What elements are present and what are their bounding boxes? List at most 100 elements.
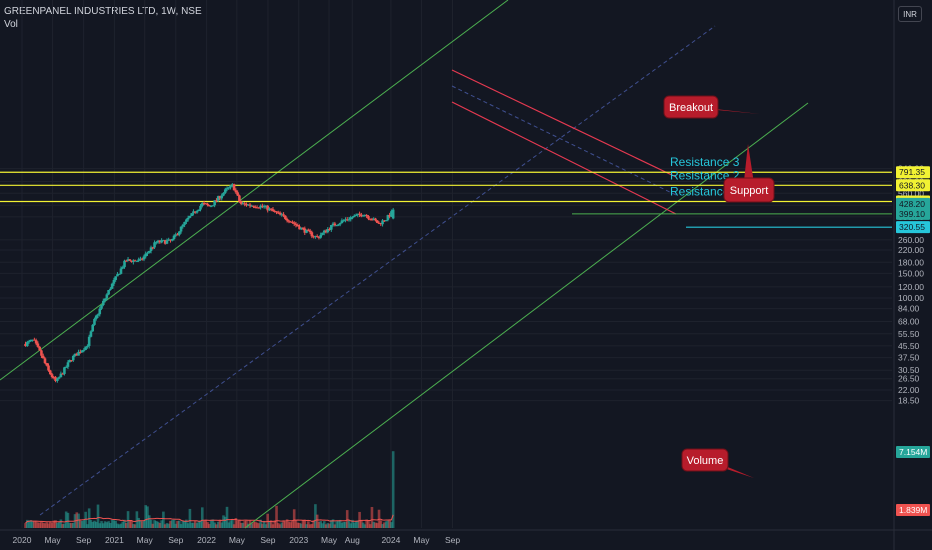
volume-bar — [43, 523, 47, 528]
volume-bar — [52, 520, 56, 528]
currency-button[interactable]: INR — [898, 6, 922, 22]
candle-body — [195, 211, 199, 213]
callout-box — [663, 95, 719, 119]
candle-body — [310, 232, 314, 237]
y-tick-label: 150.00 — [898, 268, 924, 278]
x-tick-label: Sep — [168, 535, 183, 545]
volume-bar — [158, 523, 162, 528]
volume-bar — [63, 523, 66, 528]
volume-bar — [117, 524, 121, 528]
price-label-bg — [896, 221, 930, 234]
candle-body — [149, 247, 153, 252]
volume-bar — [280, 522, 284, 528]
candle-body — [82, 349, 86, 351]
volume-bar — [209, 520, 213, 528]
candle-body — [236, 192, 239, 196]
candle-body — [128, 259, 132, 261]
candle-body — [234, 190, 238, 193]
candle-body — [370, 219, 374, 221]
y-tick-label: 22.00 — [898, 385, 920, 395]
price-label-bg — [896, 197, 930, 210]
volume-bar — [151, 523, 155, 528]
candle-body — [186, 217, 190, 220]
volume-bar — [330, 520, 333, 528]
volume-bar — [41, 522, 45, 528]
volume-bar — [238, 519, 241, 528]
volume-bar — [181, 520, 185, 528]
candle-body — [215, 200, 218, 202]
candle-body — [245, 203, 248, 206]
volume-bar — [71, 522, 75, 528]
volume-bar — [236, 521, 239, 528]
volume-bar — [163, 524, 167, 528]
candle-body — [84, 346, 87, 350]
x-tick-label: May — [45, 535, 62, 545]
candle-body — [103, 298, 107, 301]
volume-bar — [275, 505, 278, 528]
candle-body — [170, 238, 174, 241]
volume-bar — [231, 519, 234, 528]
volume-bar — [322, 521, 326, 528]
volume-bar — [179, 524, 183, 528]
volume-bar — [365, 519, 368, 528]
candle-body — [54, 377, 57, 381]
candle-body — [331, 223, 335, 226]
volume-bar — [342, 521, 345, 528]
candle-body — [324, 230, 328, 233]
volume-bar — [344, 521, 347, 528]
volume-bar — [66, 512, 70, 528]
candle-body — [271, 209, 275, 211]
candle-body — [176, 234, 179, 236]
candle-body — [321, 232, 324, 235]
candle-body — [139, 258, 142, 260]
candle-body — [80, 350, 84, 353]
volume-bar — [103, 521, 107, 528]
candle-body — [96, 314, 100, 316]
volume-bar — [213, 522, 216, 528]
volume-bar — [243, 520, 247, 528]
candle-body — [354, 214, 358, 216]
candle-body — [276, 212, 280, 214]
volume-bar — [170, 520, 174, 528]
candle-body — [29, 340, 33, 342]
candle-body — [255, 207, 259, 209]
candle-body — [26, 342, 29, 347]
candle-body — [328, 229, 331, 231]
volume-bar — [308, 524, 312, 528]
volume-bar — [77, 513, 80, 528]
candle-body — [372, 218, 376, 221]
volume-bar — [303, 519, 307, 528]
candle-body — [315, 236, 319, 238]
volume-bar — [165, 523, 169, 528]
volume-bar — [107, 521, 110, 528]
volume-bar — [361, 522, 365, 528]
volume-bar — [193, 521, 197, 528]
volume-bar — [269, 520, 273, 528]
falling-channel-upper — [451, 69, 677, 178]
volume-bar — [356, 520, 360, 528]
resistance-label: Resistance 2 — [670, 168, 740, 182]
volume-bar — [24, 523, 27, 528]
volume-bar — [54, 520, 57, 528]
candle-body — [375, 220, 379, 223]
channel-upper-line — [0, 0, 509, 381]
volume-bar — [229, 520, 232, 528]
candle-body — [183, 221, 186, 225]
candle-body — [259, 205, 262, 208]
candle-body — [43, 358, 47, 364]
volume-bar — [299, 523, 303, 528]
volume-bar — [218, 519, 222, 528]
volume-bar — [84, 511, 87, 528]
callout-volume: Volume — [681, 448, 754, 478]
y-tick-label: 55.50 — [898, 329, 920, 339]
volume-bar — [255, 522, 259, 528]
volume-bar — [29, 520, 33, 528]
candle-body — [269, 208, 273, 210]
candle-body — [383, 220, 386, 222]
candle-body — [179, 226, 183, 232]
candle-body — [130, 260, 133, 263]
volume-bar — [296, 522, 300, 528]
volume-bar — [305, 524, 308, 528]
